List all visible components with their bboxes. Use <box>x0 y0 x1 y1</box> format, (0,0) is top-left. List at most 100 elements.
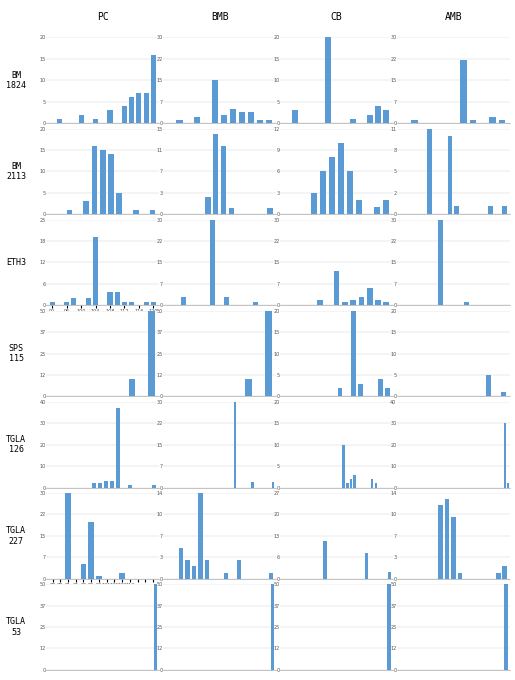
Bar <box>129 379 135 396</box>
Bar <box>224 573 228 579</box>
Bar <box>438 505 443 579</box>
Bar <box>81 564 86 579</box>
Text: TGLA
126: TGLA 126 <box>6 435 26 454</box>
Text: CB: CB <box>331 12 342 22</box>
Bar <box>108 292 112 305</box>
Bar <box>501 392 506 396</box>
Bar <box>445 499 449 579</box>
Bar <box>383 303 389 305</box>
Bar <box>210 220 215 305</box>
Bar <box>367 288 373 305</box>
Bar <box>292 110 298 123</box>
Bar <box>129 302 134 305</box>
Bar <box>504 584 508 670</box>
Bar <box>128 486 132 488</box>
Bar <box>379 379 383 396</box>
Bar <box>78 114 83 123</box>
Text: TGLA
53: TGLA 53 <box>6 617 26 636</box>
Bar <box>269 573 273 579</box>
Bar <box>185 560 190 579</box>
Bar <box>460 61 467 123</box>
Bar <box>451 517 456 579</box>
Bar <box>507 483 509 488</box>
Bar <box>489 118 496 123</box>
Bar <box>342 445 345 488</box>
Bar <box>411 120 418 123</box>
Bar <box>65 493 71 579</box>
Bar <box>347 171 353 214</box>
Bar <box>470 120 476 123</box>
Bar <box>375 300 381 305</box>
Bar <box>464 303 469 305</box>
Bar <box>265 311 272 396</box>
Bar <box>338 143 344 214</box>
Bar <box>246 379 252 396</box>
Bar <box>221 146 226 214</box>
Bar <box>486 375 491 396</box>
Bar <box>93 237 98 305</box>
Bar <box>115 292 119 305</box>
Bar <box>323 541 327 579</box>
Bar <box>499 120 506 123</box>
Text: PC: PC <box>97 12 109 22</box>
Text: TGLA
227: TGLA 227 <box>6 526 26 545</box>
Bar <box>93 119 98 123</box>
Bar <box>374 207 380 214</box>
Bar <box>502 207 507 214</box>
Text: BM
2113: BM 2113 <box>6 162 26 181</box>
Bar <box>144 93 149 123</box>
Bar <box>104 481 108 488</box>
Bar <box>225 296 229 305</box>
Bar <box>213 134 218 214</box>
Bar <box>266 120 272 123</box>
Text: AMB: AMB <box>444 12 462 22</box>
Bar <box>496 573 501 579</box>
Bar <box>358 384 363 396</box>
Bar <box>122 302 127 305</box>
Bar <box>153 584 157 670</box>
Text: BM
1824: BM 1824 <box>6 71 26 90</box>
Bar <box>49 302 55 305</box>
Bar <box>353 475 356 488</box>
Bar <box>342 303 348 305</box>
Bar <box>311 193 317 214</box>
Bar <box>383 110 389 123</box>
Bar <box>358 296 364 305</box>
Bar <box>96 576 101 579</box>
Bar <box>116 193 122 214</box>
Bar <box>230 109 236 123</box>
Bar <box>239 112 245 123</box>
Bar <box>388 573 391 579</box>
Bar <box>317 300 323 305</box>
Bar <box>97 483 102 488</box>
Bar <box>320 171 327 214</box>
Bar <box>66 210 73 214</box>
Bar <box>116 408 120 488</box>
Bar <box>350 300 356 305</box>
Bar <box>427 129 432 214</box>
Bar <box>148 311 155 396</box>
Bar <box>374 483 377 488</box>
Bar <box>205 197 211 214</box>
Bar <box>371 479 373 488</box>
Text: SPS
115: SPS 115 <box>9 344 24 363</box>
Bar <box>351 311 356 396</box>
Bar <box>100 150 106 214</box>
Bar <box>236 560 241 579</box>
Bar <box>136 93 142 123</box>
Bar <box>57 119 62 123</box>
Bar <box>108 110 112 123</box>
Bar <box>350 119 356 123</box>
Bar <box>151 302 156 305</box>
Bar <box>133 210 139 214</box>
Bar <box>181 296 186 305</box>
Bar <box>488 207 493 214</box>
Bar <box>367 114 373 123</box>
Bar <box>346 483 349 488</box>
Bar <box>212 80 218 123</box>
Bar <box>356 200 362 214</box>
Bar <box>267 209 272 214</box>
Bar <box>387 584 391 670</box>
Bar <box>108 154 114 214</box>
Text: ETH3: ETH3 <box>6 258 26 267</box>
